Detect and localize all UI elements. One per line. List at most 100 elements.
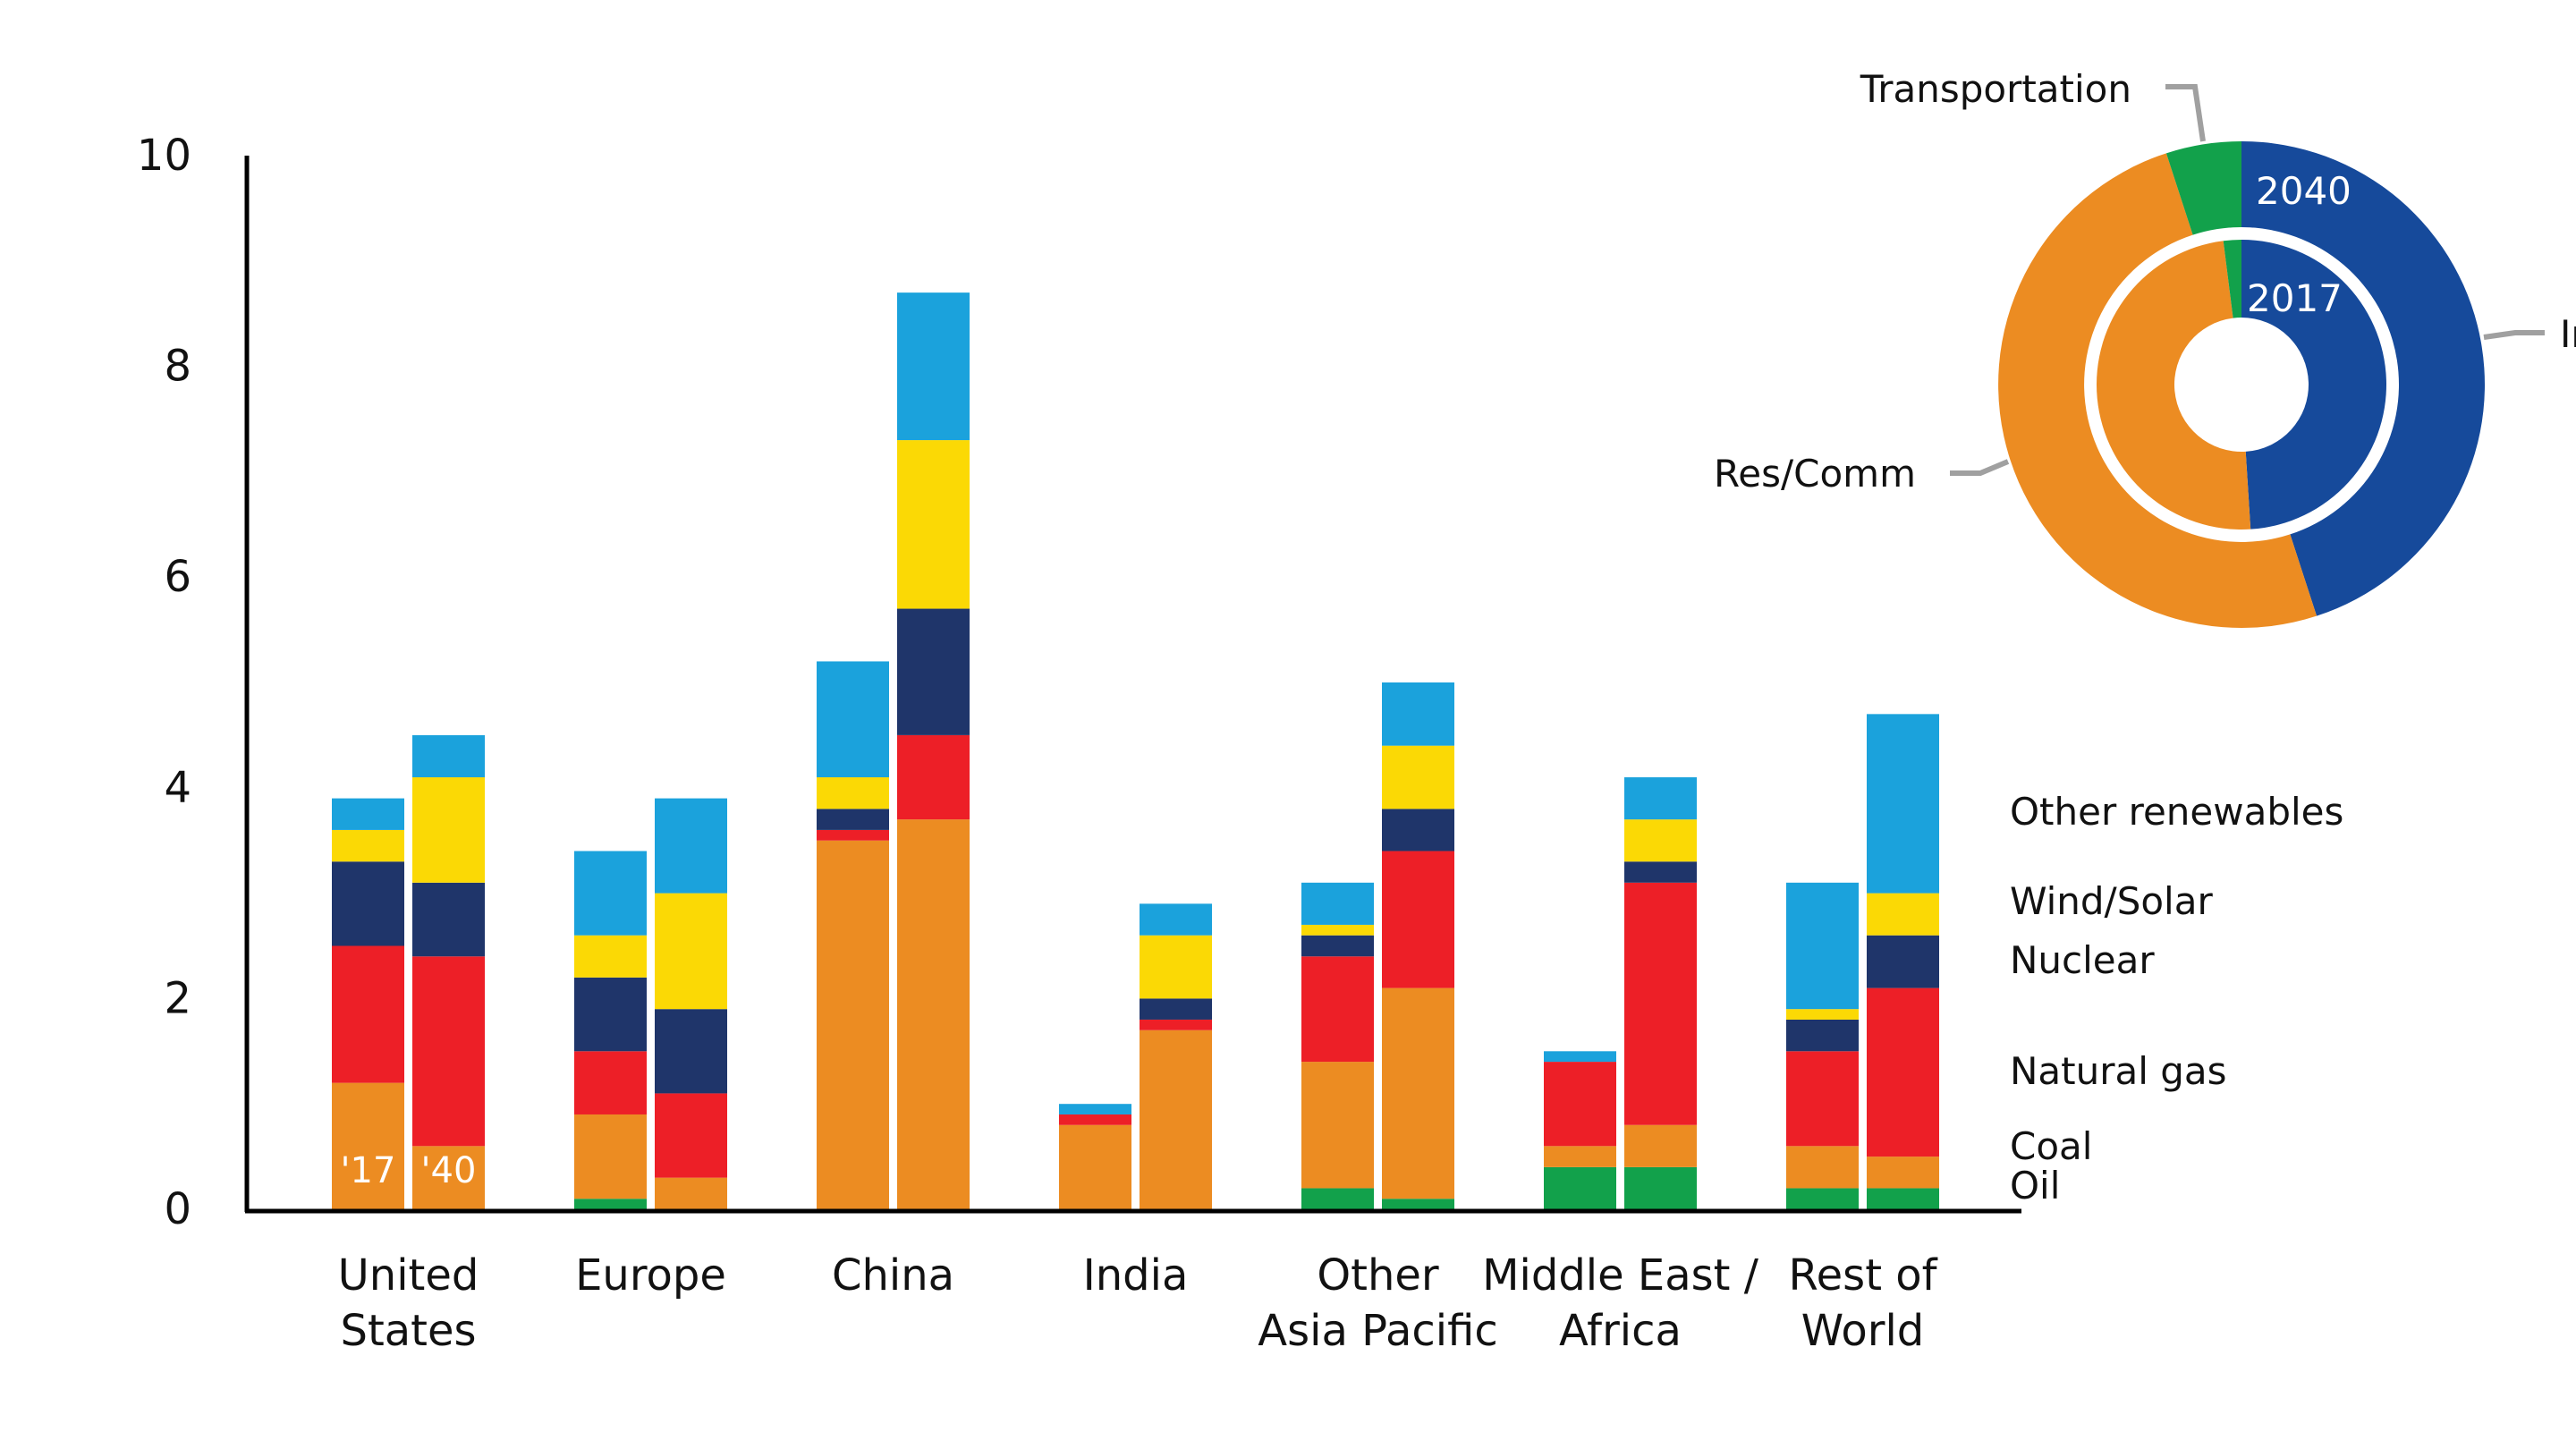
- donut-label-industrial: Industrial: [2560, 312, 2576, 356]
- bar-segment-nuclear-2040: [1140, 998, 1212, 1020]
- bar-segment-coal-2017: [332, 1082, 404, 1209]
- bar-segment-other-renewables-2040: [1867, 714, 1939, 894]
- bar-segment-coal-2040: [655, 1177, 727, 1209]
- bar-segment-other-renewables-2017: [1786, 882, 1859, 1010]
- bar-segment-natural-gas-2040: [1624, 882, 1697, 1125]
- bar-segment-wind-solar-2017: [1301, 924, 1374, 936]
- legend-label: Nuclear: [2010, 938, 2155, 982]
- bar-segment-coal-2017: [817, 840, 889, 1209]
- leader-line-res-comm: [1950, 459, 2010, 476]
- ring-label-2040: 2040: [2256, 169, 2351, 213]
- bar-segment-nuclear-2040: [1624, 861, 1697, 883]
- bar-segment-nuclear-2040: [897, 608, 970, 735]
- bar-segment-wind-solar-2040: [1624, 819, 1697, 862]
- bar-segment-coal-2040: [1140, 1030, 1212, 1209]
- bar-segment-other-renewables-2040: [1624, 777, 1697, 820]
- bar-segment-coal-2017: [1786, 1146, 1859, 1189]
- bar-segment-natural-gas-2040: [412, 956, 485, 1147]
- bar-segment-oil-2040: [1867, 1188, 1939, 1209]
- leader-line-industrial: [2483, 330, 2545, 340]
- donut-chart: [1950, 84, 2545, 628]
- bar-segment-wind-solar-2017: [817, 777, 889, 809]
- bar-segment-coal-2017: [1301, 1062, 1374, 1189]
- bar-segment-other-renewables-2017: [1301, 882, 1374, 925]
- bar-segment-nuclear-2040: [655, 1009, 727, 1094]
- legend-label: Wind/Solar: [2010, 879, 2213, 923]
- bar-segment-oil-2017: [1301, 1188, 1374, 1209]
- bar-segment-natural-gas-2040: [897, 734, 970, 820]
- bar-year-label: '40: [421, 1150, 477, 1191]
- bar-segment-other-renewables-2040: [655, 798, 727, 894]
- bar-segment-other-renewables-2017: [1544, 1051, 1616, 1063]
- bar-segment-nuclear-2017: [1786, 1019, 1859, 1052]
- bar-segment-coal-2040: [1382, 987, 1454, 1199]
- bar-segment-oil-2017: [1786, 1188, 1859, 1209]
- bar-segment-wind-solar-2040: [412, 777, 485, 883]
- bar-segment-natural-gas-2017: [332, 945, 404, 1083]
- bar-segment-natural-gas-2017: [574, 1051, 647, 1114]
- bar-segment-coal-2017: [574, 1114, 647, 1199]
- x-tick-label: Asia Pacific: [1258, 1306, 1497, 1356]
- bar-segment-natural-gas-2017: [1059, 1114, 1131, 1125]
- bar-segment-nuclear-2040: [1867, 935, 1939, 988]
- bar-segment-natural-gas-2017: [1301, 956, 1374, 1063]
- x-tick-label: Other: [1317, 1250, 1439, 1301]
- bar-segment-coal-2017: [1059, 1124, 1131, 1209]
- bar-segment-coal-2040: [412, 1146, 485, 1209]
- bar-segment-other-renewables-2040: [1140, 903, 1212, 936]
- bar-segment-other-renewables-2017: [1059, 1104, 1131, 1114]
- y-tick-label: 8: [164, 342, 191, 392]
- bar-segment-natural-gas-2040: [1867, 987, 1939, 1157]
- bar-segment-oil-2040: [1382, 1199, 1454, 1209]
- y-tick-label: 10: [137, 131, 191, 181]
- bar-segment-other-renewables-2040: [897, 292, 970, 441]
- bar-segment-other-renewables-2040: [412, 734, 485, 778]
- legend-label: Other renewables: [2010, 790, 2343, 834]
- y-tick-label: 6: [164, 552, 191, 602]
- bar-segment-other-renewables-2017: [332, 798, 404, 830]
- donut-slice-transportation-2017: [2223, 240, 2241, 318]
- bar-segment-wind-solar-2017: [574, 935, 647, 978]
- bar-segment-natural-gas-2040: [655, 1093, 727, 1178]
- x-tick-label: World: [1801, 1306, 1925, 1356]
- bar-segment-other-renewables-2017: [817, 661, 889, 778]
- bar-segment-nuclear-2017: [574, 977, 647, 1052]
- donut-label-res-comm: Res/Comm: [1714, 452, 1916, 496]
- bar-segment-natural-gas-2017: [817, 829, 889, 841]
- legend-label: Oil: [2010, 1164, 2060, 1208]
- bar-segment-nuclear-2017: [817, 809, 889, 830]
- bar-segment-nuclear-2017: [332, 861, 404, 946]
- bar-segment-coal-2040: [1867, 1157, 1939, 1189]
- x-tick-label: India: [1083, 1250, 1189, 1301]
- bar-segment-natural-gas-2040: [1382, 851, 1454, 988]
- y-tick-label: 0: [164, 1184, 191, 1234]
- bar-segment-wind-solar-2040: [655, 893, 727, 1010]
- x-tick-label: Rest of: [1788, 1250, 1937, 1301]
- bar-segment-coal-2040: [897, 819, 970, 1209]
- legend-label: Natural gas: [2010, 1049, 2227, 1093]
- bar-segment-wind-solar-2017: [1786, 1009, 1859, 1020]
- donut-slice-transportation-2040: [2165, 141, 2241, 235]
- y-tick-label: 2: [164, 973, 191, 1023]
- bar-segment-natural-gas-2040: [1140, 1019, 1212, 1030]
- bar-segment-wind-solar-2040: [897, 440, 970, 609]
- bar-segment-oil-2040: [1624, 1166, 1697, 1209]
- x-tick-label: Middle East /: [1482, 1250, 1759, 1301]
- bar-segment-oil-2017: [1544, 1166, 1616, 1209]
- x-tick-label: Africa: [1559, 1306, 1682, 1356]
- bar-segment-natural-gas-2017: [1544, 1062, 1616, 1147]
- leader-line-transportation: [2165, 84, 2206, 142]
- bar-segment-coal-2040: [1624, 1124, 1697, 1167]
- donut-slice-res-comm-2040: [1998, 153, 2318, 628]
- bar-segment-nuclear-2040: [412, 882, 485, 957]
- ring-label-2017: 2017: [2247, 276, 2343, 320]
- x-tick-label: China: [832, 1250, 954, 1301]
- bar-segment-nuclear-2040: [1382, 809, 1454, 852]
- donut-slice-res-comm-2017: [2096, 241, 2251, 530]
- donut-label-transportation: Transportation: [1860, 67, 2131, 111]
- bar-segment-coal-2017: [1544, 1146, 1616, 1167]
- bar-segment-wind-solar-2040: [1382, 745, 1454, 809]
- bar-segment-other-renewables-2040: [1382, 682, 1454, 746]
